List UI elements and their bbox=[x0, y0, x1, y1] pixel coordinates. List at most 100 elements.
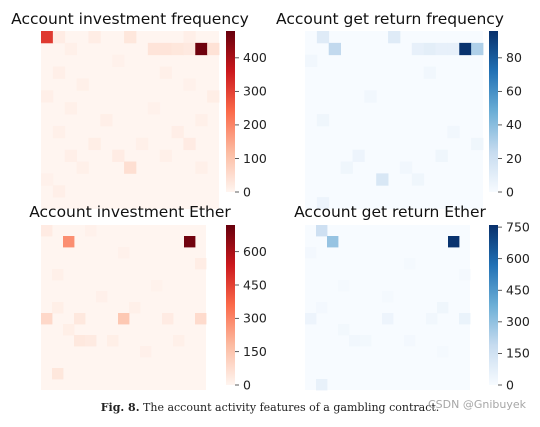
heatmap-panel-4: Account get return Ether 0 150 300 450 600 750 bbox=[294, 203, 530, 392]
heatmap-cell bbox=[338, 280, 350, 292]
heatmap-cell bbox=[52, 368, 64, 380]
heatmap-cell bbox=[85, 335, 97, 347]
heatmap-background bbox=[41, 31, 219, 209]
heatmap-cell bbox=[459, 313, 471, 325]
heatmap-cell bbox=[171, 42, 184, 56]
heatmap-cell bbox=[88, 31, 101, 44]
heatmap-cell bbox=[64, 149, 77, 162]
heatmap-cell bbox=[447, 42, 460, 56]
heatmap-cell bbox=[316, 31, 330, 44]
heatmap-panel-2: Account get return frequency 0 20 40 60 80 bbox=[276, 10, 522, 210]
heatmap-cell bbox=[112, 149, 125, 162]
heatmap-cell bbox=[124, 161, 137, 174]
colorbar-tick-label: 40 bbox=[506, 117, 522, 132]
heatmap-cell bbox=[184, 236, 196, 248]
heatmap-cell bbox=[435, 149, 448, 162]
heatmap-cell bbox=[100, 114, 113, 127]
heatmap-cell bbox=[195, 42, 208, 56]
heatmap-cell bbox=[151, 280, 163, 292]
colorbar-tick-label: 0 bbox=[243, 377, 251, 392]
heatmap-cell bbox=[64, 102, 77, 115]
heatmap-cell bbox=[124, 31, 137, 44]
colorbar-tick-label: 300 bbox=[243, 311, 267, 326]
heatmap-cell bbox=[447, 125, 460, 139]
heatmap-cell bbox=[388, 31, 401, 44]
heatmap-cell bbox=[41, 313, 53, 325]
heatmap-cell bbox=[411, 42, 425, 56]
heatmap-cell bbox=[183, 137, 196, 151]
colorbar-tick-label: 150 bbox=[243, 344, 267, 359]
heatmap-cell bbox=[112, 54, 125, 67]
heatmap-cell bbox=[195, 313, 207, 325]
heatmap-cell bbox=[183, 31, 196, 44]
heatmap-cell bbox=[352, 149, 365, 162]
colorbar-tick-label: 200 bbox=[243, 117, 267, 132]
colorbar-tick-label: 60 bbox=[506, 84, 522, 99]
heatmap-cell bbox=[423, 42, 436, 56]
heatmap-cell bbox=[338, 324, 350, 336]
heatmap-cell bbox=[305, 313, 317, 325]
heatmap-cell bbox=[376, 173, 389, 186]
heatmap-cell bbox=[195, 161, 208, 174]
heatmap-cell bbox=[52, 125, 66, 139]
heatmap-cell bbox=[404, 258, 416, 270]
heatmap-cell bbox=[195, 258, 207, 270]
heatmap-cell bbox=[173, 335, 185, 347]
colorbar-tick-label: 20 bbox=[506, 151, 522, 166]
heatmap-cell bbox=[162, 313, 174, 325]
heatmap-cell bbox=[74, 335, 86, 347]
heatmap-cell bbox=[41, 225, 53, 237]
heatmap-cell bbox=[118, 313, 130, 325]
heatmap-cell bbox=[426, 313, 438, 325]
heatmap-cell bbox=[349, 335, 361, 347]
colorbar-tick-label: 150 bbox=[506, 346, 530, 361]
heatmap-cell bbox=[382, 291, 394, 303]
heatmap-cell bbox=[316, 114, 330, 127]
heatmap-cell bbox=[41, 31, 54, 44]
colorbar bbox=[226, 225, 235, 385]
colorbar-tick-label: 100 bbox=[243, 151, 267, 166]
colorbar-tick-label: 300 bbox=[506, 314, 530, 329]
heatmap-cell bbox=[471, 42, 484, 56]
heatmap-cell bbox=[183, 78, 196, 91]
panel-title: Account investment Ether bbox=[29, 203, 231, 221]
heatmap-cell bbox=[118, 247, 130, 259]
heatmap-cell bbox=[63, 324, 75, 336]
heatmap-cell bbox=[435, 42, 448, 56]
heatmap-cell bbox=[360, 335, 372, 347]
colorbar-tick-label: 600 bbox=[506, 251, 530, 266]
heatmap-cell bbox=[52, 269, 64, 281]
heatmap-background bbox=[305, 31, 483, 209]
heatmap-cell bbox=[76, 161, 89, 174]
heatmap-cell bbox=[135, 137, 149, 151]
caption-text: The account activity features of a gambl… bbox=[143, 401, 440, 414]
heatmap-cell bbox=[41, 90, 54, 103]
heatmap-cell bbox=[207, 90, 220, 103]
heatmap-cell bbox=[437, 346, 449, 358]
heatmap-cell bbox=[423, 66, 436, 79]
heatmap-cell bbox=[147, 42, 161, 56]
heatmap-cell bbox=[471, 137, 484, 151]
heatmap-cell bbox=[207, 42, 220, 56]
figure-caption: Fig. 8. The account activity features of… bbox=[0, 401, 540, 414]
heatmap-cell bbox=[399, 161, 413, 174]
colorbar bbox=[226, 31, 235, 192]
caption-label: Fig. 8. bbox=[100, 401, 140, 414]
colorbar-tick-label: 0 bbox=[506, 184, 514, 199]
heatmap-cell bbox=[171, 125, 184, 139]
colorbar-tick-label: 0 bbox=[506, 377, 514, 392]
heatmap-cell bbox=[316, 225, 328, 237]
heatmap-cell bbox=[411, 173, 425, 186]
heatmap-cell bbox=[63, 236, 75, 248]
colorbar bbox=[489, 225, 498, 385]
heatmap-cell bbox=[52, 66, 66, 79]
heatmap-panel-1: Account investment frequency 0 100 200 300 40… bbox=[11, 10, 267, 209]
colorbar-tick-label: 80 bbox=[506, 50, 522, 65]
heatmap-cell bbox=[52, 31, 66, 44]
heatmap-cell bbox=[305, 54, 318, 67]
heatmap-cell bbox=[437, 302, 449, 314]
heatmap-cell bbox=[328, 42, 341, 56]
heatmap-cell bbox=[364, 90, 377, 103]
heatmap-cell bbox=[147, 102, 161, 115]
